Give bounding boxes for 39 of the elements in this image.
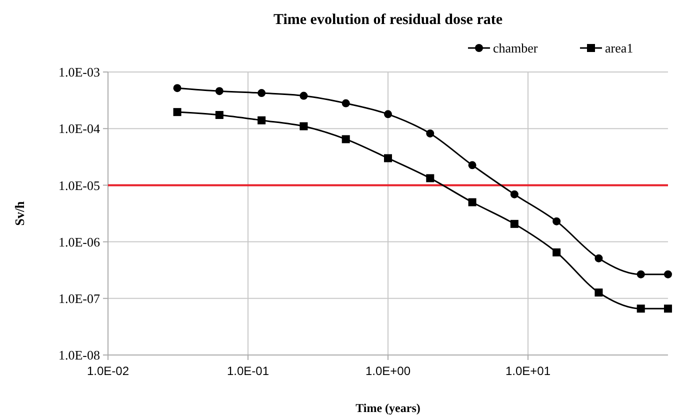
point: [426, 174, 434, 182]
x-axis-title: Time (years): [356, 401, 420, 415]
point: [173, 84, 182, 92]
point: [552, 248, 561, 256]
y-tick-label: 1.0E-07: [58, 290, 100, 306]
y-tick-label: 1.0E-03: [58, 64, 100, 80]
point: [384, 110, 392, 118]
point: [552, 217, 561, 226]
point: [510, 220, 518, 228]
legend-label: chamber: [493, 40, 538, 56]
point: [215, 110, 224, 119]
point: [173, 108, 182, 116]
x-tick-label: 1.0E-01: [226, 364, 270, 378]
point: [594, 288, 603, 297]
point: [636, 304, 645, 313]
y-tick-label: 1.0E-06: [58, 234, 100, 250]
x-tick-label: 1.0E+01: [505, 364, 551, 378]
point: [468, 161, 476, 170]
point: [342, 135, 350, 144]
point: [636, 270, 645, 278]
point: [342, 99, 350, 108]
y-axis-title: Sv/h: [12, 200, 27, 226]
point: [258, 116, 266, 124]
point: [215, 87, 224, 96]
point: [510, 190, 518, 198]
y-tick-label: 1.0E-04: [58, 121, 100, 136]
point: [258, 89, 266, 98]
x-tick-label: 1.0E-02: [86, 364, 130, 378]
point: [468, 198, 476, 206]
chart-title: Time evolution of residual dose rate: [273, 12, 503, 28]
y-tick-label: 1.0E-05: [58, 178, 100, 193]
point: [594, 254, 603, 262]
legend-label: area1: [605, 40, 634, 56]
point: [300, 122, 308, 130]
point: [426, 129, 434, 138]
x-tick-label: 1.0E+00: [365, 364, 411, 378]
point: [300, 92, 308, 100]
y-tick-label: 1.0E-08: [58, 348, 100, 363]
point: [384, 154, 392, 162]
